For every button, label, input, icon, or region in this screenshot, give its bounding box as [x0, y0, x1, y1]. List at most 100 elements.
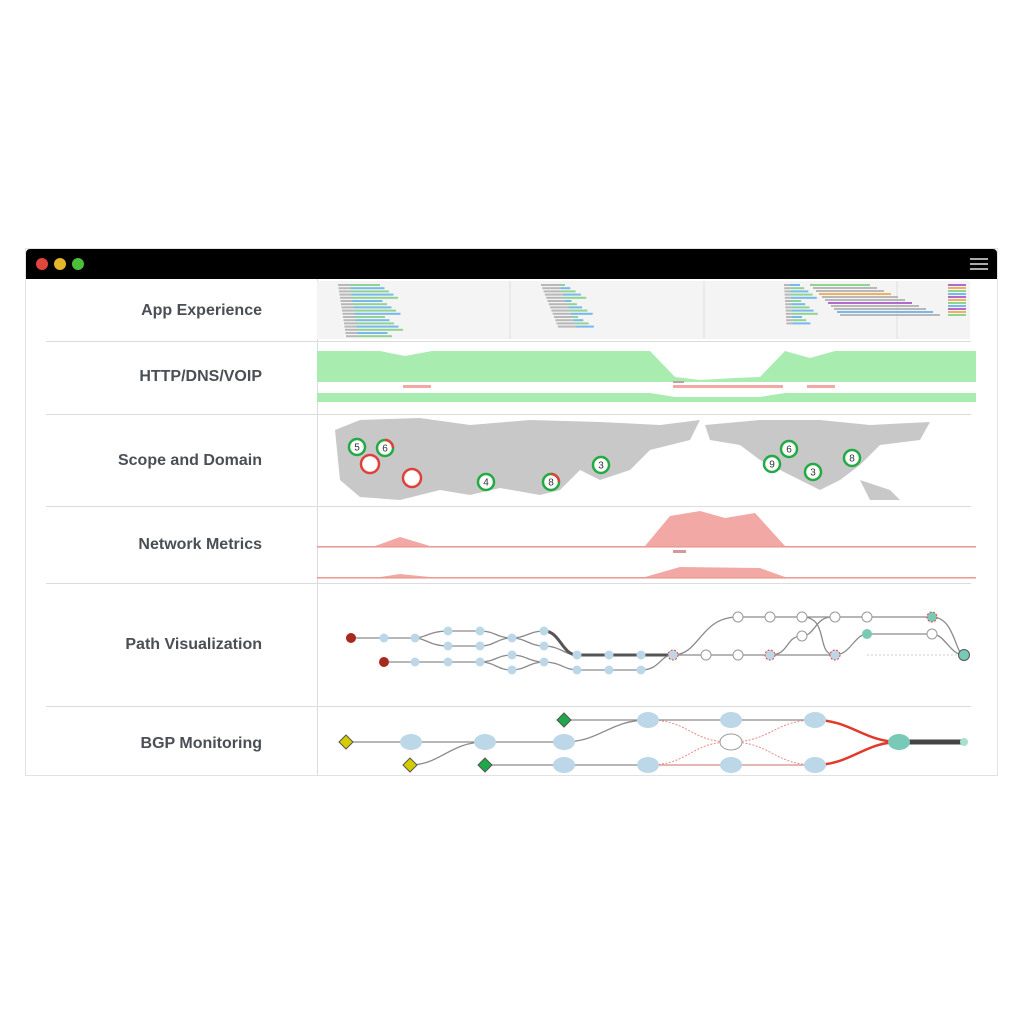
waterfall-bar: [352, 296, 398, 299]
unknown-hop-node: [732, 611, 744, 623]
row-label-bgp-monitoring: BGP Monitoring: [140, 735, 262, 752]
row-divider: [46, 414, 971, 415]
as-node: [553, 757, 575, 773]
waterfall-bar: [570, 312, 593, 315]
error-bar: [403, 385, 431, 388]
waterfall-bar: [573, 319, 584, 322]
map-badge-count: 8: [849, 454, 855, 465]
as-node: [720, 757, 742, 773]
as-node: [400, 734, 422, 750]
waterfall-bar: [790, 293, 813, 296]
row-label-app-experience: App Experience: [141, 302, 262, 319]
path-link: [647, 719, 816, 766]
waterfall-bar: [561, 290, 576, 293]
as-node: [720, 712, 742, 728]
map-location-badge: [842, 448, 862, 468]
close-button[interactable]: [36, 258, 48, 270]
waterfall-bar: [948, 308, 966, 310]
waterfall-bar: [350, 287, 385, 290]
waterfall-bar: [357, 328, 403, 331]
map-location-badge: [591, 455, 611, 475]
waterfall-bar: [786, 316, 792, 318]
minimize-button[interactable]: [54, 258, 66, 270]
row-label-path-visualization: Path Visualization: [125, 636, 262, 653]
waterfall-bar: [338, 284, 350, 286]
map-location-badge: [359, 453, 381, 475]
waterfall-bar: [548, 303, 567, 306]
waterfall-bar: [828, 302, 912, 304]
map-badge-count: 3: [598, 461, 604, 472]
waterfall-bar: [792, 319, 807, 322]
path-link: [351, 630, 545, 639]
waterfall-bar: [568, 306, 583, 309]
availability-area: [317, 351, 976, 382]
maximize-button[interactable]: [72, 258, 84, 270]
row-label-network-metrics: Network Metrics: [138, 536, 262, 553]
network-hop-node: [604, 665, 614, 675]
loss-hop-node: [667, 649, 679, 661]
waterfall-bar: [572, 316, 578, 318]
loss-hop-node: [764, 649, 776, 661]
waterfall-bar: [560, 287, 571, 290]
unknown-hop-node: [829, 611, 841, 623]
path-link: [647, 719, 816, 766]
waterfall-bar: [948, 314, 966, 316]
as-node: [637, 757, 659, 773]
waterfall-bar: [784, 284, 790, 286]
waterfall-bar: [356, 325, 399, 328]
waterfall-bar: [816, 290, 884, 292]
waterfall-bar: [355, 319, 390, 322]
waterfall-bar: [791, 303, 806, 306]
waterfall-bar: [341, 303, 353, 306]
waterfall-bar: [546, 296, 565, 299]
waterfall-bar: [353, 303, 387, 306]
waterfall-bar: [784, 290, 791, 293]
as-node-withdrawn: [719, 733, 743, 751]
waterfall-bar: [948, 290, 966, 292]
waterfall-bar: [355, 316, 385, 318]
waterfall-bar: [790, 287, 805, 290]
waterfall-bar: [948, 311, 966, 313]
waterfall-bar: [566, 303, 577, 306]
waterfall-bar: [352, 300, 383, 302]
waterfall-bar: [791, 309, 814, 312]
hamburger-menu-icon[interactable]: [970, 258, 988, 270]
waterfall-bar: [790, 284, 800, 286]
waterfall-bar: [346, 335, 358, 338]
waterfall-bar: [350, 284, 380, 286]
availability-area: [317, 393, 976, 402]
network-hop-node: [410, 633, 420, 643]
waterfall-bar: [785, 309, 792, 312]
waterfall-bar: [790, 296, 817, 299]
waterfall-bar: [343, 319, 356, 322]
error-bar: [807, 385, 835, 388]
path-link: [409, 741, 486, 766]
waterfall-bar: [340, 300, 353, 302]
prefix-endpoint: [960, 738, 968, 746]
title-bar: [26, 249, 997, 279]
waterfall-bar: [948, 284, 966, 286]
unknown-hop-node: [764, 611, 776, 623]
unknown-hop-node: [861, 611, 873, 623]
map-north-america: [705, 420, 930, 490]
waterfall-bar: [784, 293, 791, 296]
network-hop-node: [475, 641, 485, 651]
waterfall-bar: [341, 306, 354, 309]
network-hop-node: [443, 641, 453, 651]
waterfall-bar: [550, 306, 569, 309]
waterfall-bar: [353, 306, 392, 309]
error-bar: [673, 385, 783, 388]
waterfall-bar: [948, 302, 966, 304]
jitter-area: [317, 567, 976, 578]
as-node: [804, 757, 826, 773]
path-link: [801, 616, 836, 656]
source-agent-node: [379, 657, 389, 667]
row-label-scope-domain: Scope and Domain: [117, 452, 262, 469]
as-node: [804, 712, 826, 728]
waterfall-bar: [544, 293, 563, 296]
unknown-hop-node: [796, 611, 808, 623]
row-divider: [46, 583, 971, 584]
waterfall-bar: [358, 335, 392, 338]
monitored-prefix-node: [888, 734, 910, 750]
network-hop-node: [443, 657, 453, 667]
